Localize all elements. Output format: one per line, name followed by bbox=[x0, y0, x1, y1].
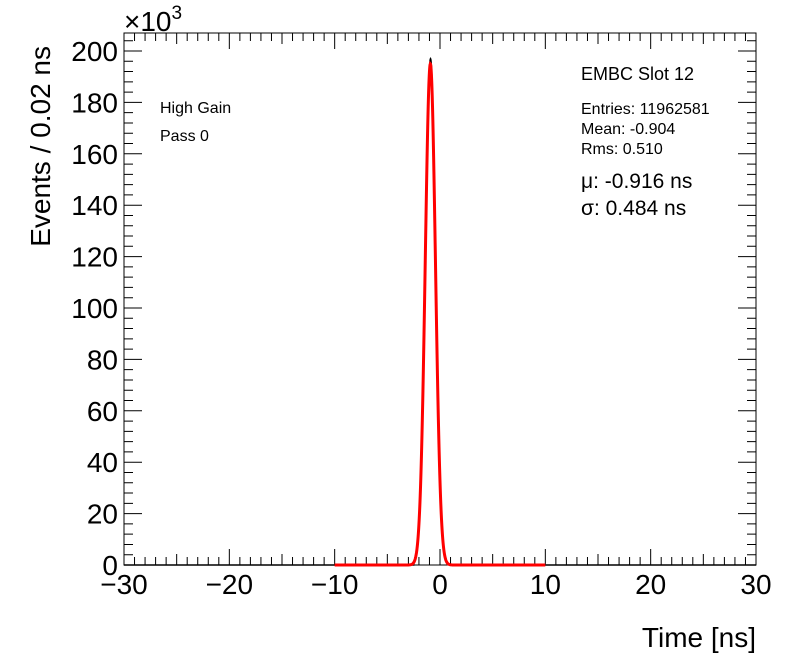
gaussian-fit-curve bbox=[334, 60, 546, 567]
y-tick-label: 40 bbox=[87, 447, 118, 478]
mean-label: Mean: -0.904 bbox=[581, 121, 675, 138]
y-tick-label: 100 bbox=[71, 293, 118, 324]
x-tick-label: 20 bbox=[635, 569, 666, 600]
y-multiplier-label: ×103 bbox=[124, 3, 182, 37]
y-tick-label: 120 bbox=[71, 242, 118, 273]
x-tick-label: 0 bbox=[432, 569, 448, 600]
module-label: EMBC Slot 12 bbox=[581, 64, 694, 84]
x-tick-label: 10 bbox=[530, 569, 561, 600]
pass-label: Pass 0 bbox=[160, 128, 209, 145]
y-tick-label: 160 bbox=[71, 139, 118, 170]
x-tick-label: −20 bbox=[206, 569, 254, 600]
y-tick-label: 20 bbox=[87, 499, 118, 530]
y-tick-label: 200 bbox=[71, 36, 118, 67]
y-multiplier-exponent: 3 bbox=[172, 3, 183, 24]
entries-label: Entries: 11962581 bbox=[581, 101, 710, 118]
rms-label: Rms: 0.510 bbox=[581, 141, 663, 158]
y-tick-label: 80 bbox=[87, 344, 118, 375]
gain-label: High Gain bbox=[160, 100, 231, 117]
mu-label: μ: -0.916 ns bbox=[581, 170, 692, 193]
x-tick-labels: −30 −20 −10 0 10 20 30 bbox=[100, 569, 771, 600]
sigma-label: σ: 0.484 ns bbox=[581, 197, 686, 220]
tick-marks bbox=[123, 33, 757, 566]
y-tick-label: 140 bbox=[71, 190, 118, 221]
x-tick-label: −30 bbox=[100, 569, 148, 600]
y-tick-label: 0 bbox=[102, 550, 118, 581]
y-tick-label: 60 bbox=[87, 396, 118, 427]
y-axis-label: Events / 0.02 ns bbox=[25, 46, 56, 247]
axis-ticks bbox=[123, 33, 757, 566]
series-layer bbox=[124, 56, 756, 567]
x-axis-label: Time [ns] bbox=[642, 622, 756, 653]
y-tick-label: 180 bbox=[71, 87, 118, 118]
y-tick-labels: 0 20 40 60 80 100 120 140 160 180 200 bbox=[71, 36, 118, 581]
x-tick-label: 30 bbox=[740, 569, 771, 600]
x-tick-label: −10 bbox=[311, 569, 359, 600]
